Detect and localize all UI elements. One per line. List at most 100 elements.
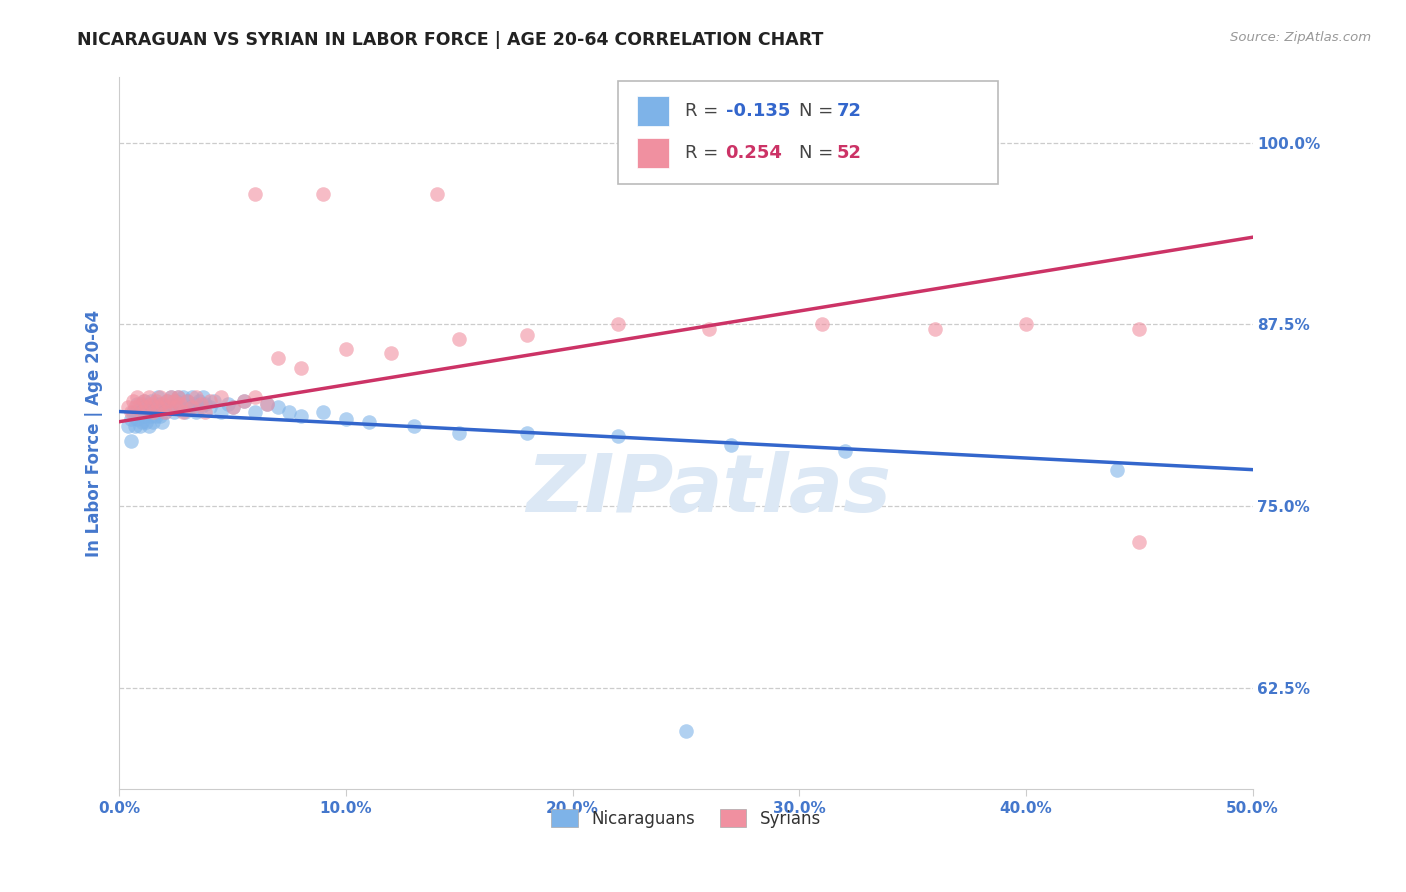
FancyBboxPatch shape — [617, 81, 998, 185]
Point — [157, 400, 180, 414]
Legend: Nicaraguans, Syrians: Nicaraguans, Syrians — [544, 802, 828, 834]
Point — [160, 390, 183, 404]
Point — [131, 415, 153, 429]
Point — [1128, 535, 1150, 549]
Point — [145, 394, 167, 409]
Point — [675, 724, 697, 739]
Point — [163, 404, 186, 418]
Point — [156, 394, 179, 409]
Text: R =: R = — [685, 102, 724, 120]
Point — [221, 400, 243, 414]
Point — [150, 397, 173, 411]
Point — [198, 394, 221, 409]
Point — [180, 400, 202, 414]
Point — [124, 400, 146, 414]
Point — [135, 400, 157, 414]
Text: 52: 52 — [837, 144, 862, 161]
Point — [834, 443, 856, 458]
Point — [179, 400, 201, 414]
Point — [167, 390, 190, 404]
Point — [232, 394, 254, 409]
Point — [204, 394, 226, 409]
Point — [267, 351, 290, 365]
Point — [127, 412, 149, 426]
Point — [335, 342, 357, 356]
Point — [187, 394, 209, 409]
Point — [449, 332, 471, 346]
Point — [186, 404, 208, 418]
Point — [267, 400, 290, 414]
Point — [150, 400, 173, 414]
Point — [131, 404, 153, 418]
Point — [924, 322, 946, 336]
Point — [516, 426, 538, 441]
Point — [145, 409, 167, 423]
Point — [720, 438, 742, 452]
Point — [278, 404, 301, 418]
Point — [312, 404, 335, 418]
Point — [150, 415, 173, 429]
Text: -0.135: -0.135 — [725, 102, 790, 120]
Point — [172, 404, 194, 418]
FancyBboxPatch shape — [637, 138, 669, 168]
Point — [697, 322, 720, 336]
Point — [146, 404, 169, 418]
Point — [153, 404, 176, 418]
Point — [117, 400, 139, 414]
Point — [120, 434, 142, 448]
Point — [606, 429, 628, 443]
Text: NICARAGUAN VS SYRIAN IN LABOR FORCE | AGE 20-64 CORRELATION CHART: NICARAGUAN VS SYRIAN IN LABOR FORCE | AG… — [77, 31, 824, 49]
Point — [117, 419, 139, 434]
Point — [256, 397, 278, 411]
Point — [128, 397, 150, 411]
Point — [357, 415, 380, 429]
Point — [120, 412, 142, 426]
Point — [124, 419, 146, 434]
Point — [131, 404, 153, 418]
Text: 72: 72 — [837, 102, 862, 120]
Point — [169, 397, 191, 411]
Point — [232, 394, 254, 409]
Point — [290, 361, 312, 376]
Point — [256, 397, 278, 411]
Point — [165, 394, 187, 409]
Point — [190, 400, 212, 414]
Point — [128, 404, 150, 418]
Point — [449, 426, 471, 441]
Text: R =: R = — [685, 144, 724, 161]
Point — [426, 186, 449, 201]
Point — [180, 390, 202, 404]
Point — [606, 318, 628, 332]
Point — [380, 346, 402, 360]
Point — [142, 404, 165, 418]
Point — [221, 400, 243, 414]
Point — [163, 394, 186, 409]
Point — [1105, 463, 1128, 477]
Point — [186, 390, 208, 404]
Point — [149, 409, 172, 423]
Y-axis label: In Labor Force | Age 20-64: In Labor Force | Age 20-64 — [86, 310, 103, 557]
Point — [402, 419, 425, 434]
Point — [128, 419, 150, 434]
Point — [245, 390, 267, 404]
Point — [245, 186, 267, 201]
Point — [290, 409, 312, 423]
Point — [176, 394, 198, 409]
Point — [138, 390, 160, 404]
Text: ZIPatlas: ZIPatlas — [526, 451, 891, 529]
Point — [191, 390, 214, 404]
Point — [139, 409, 162, 423]
Text: Source: ZipAtlas.com: Source: ZipAtlas.com — [1230, 31, 1371, 45]
Point — [217, 397, 239, 411]
Point — [135, 400, 157, 414]
Point — [160, 390, 183, 404]
Point — [245, 404, 267, 418]
Point — [516, 327, 538, 342]
Point — [120, 404, 142, 418]
Text: 0.254: 0.254 — [725, 144, 783, 161]
Point — [176, 394, 198, 409]
Point — [134, 394, 156, 409]
Point — [138, 404, 160, 418]
Point — [134, 394, 156, 409]
Point — [135, 415, 157, 429]
